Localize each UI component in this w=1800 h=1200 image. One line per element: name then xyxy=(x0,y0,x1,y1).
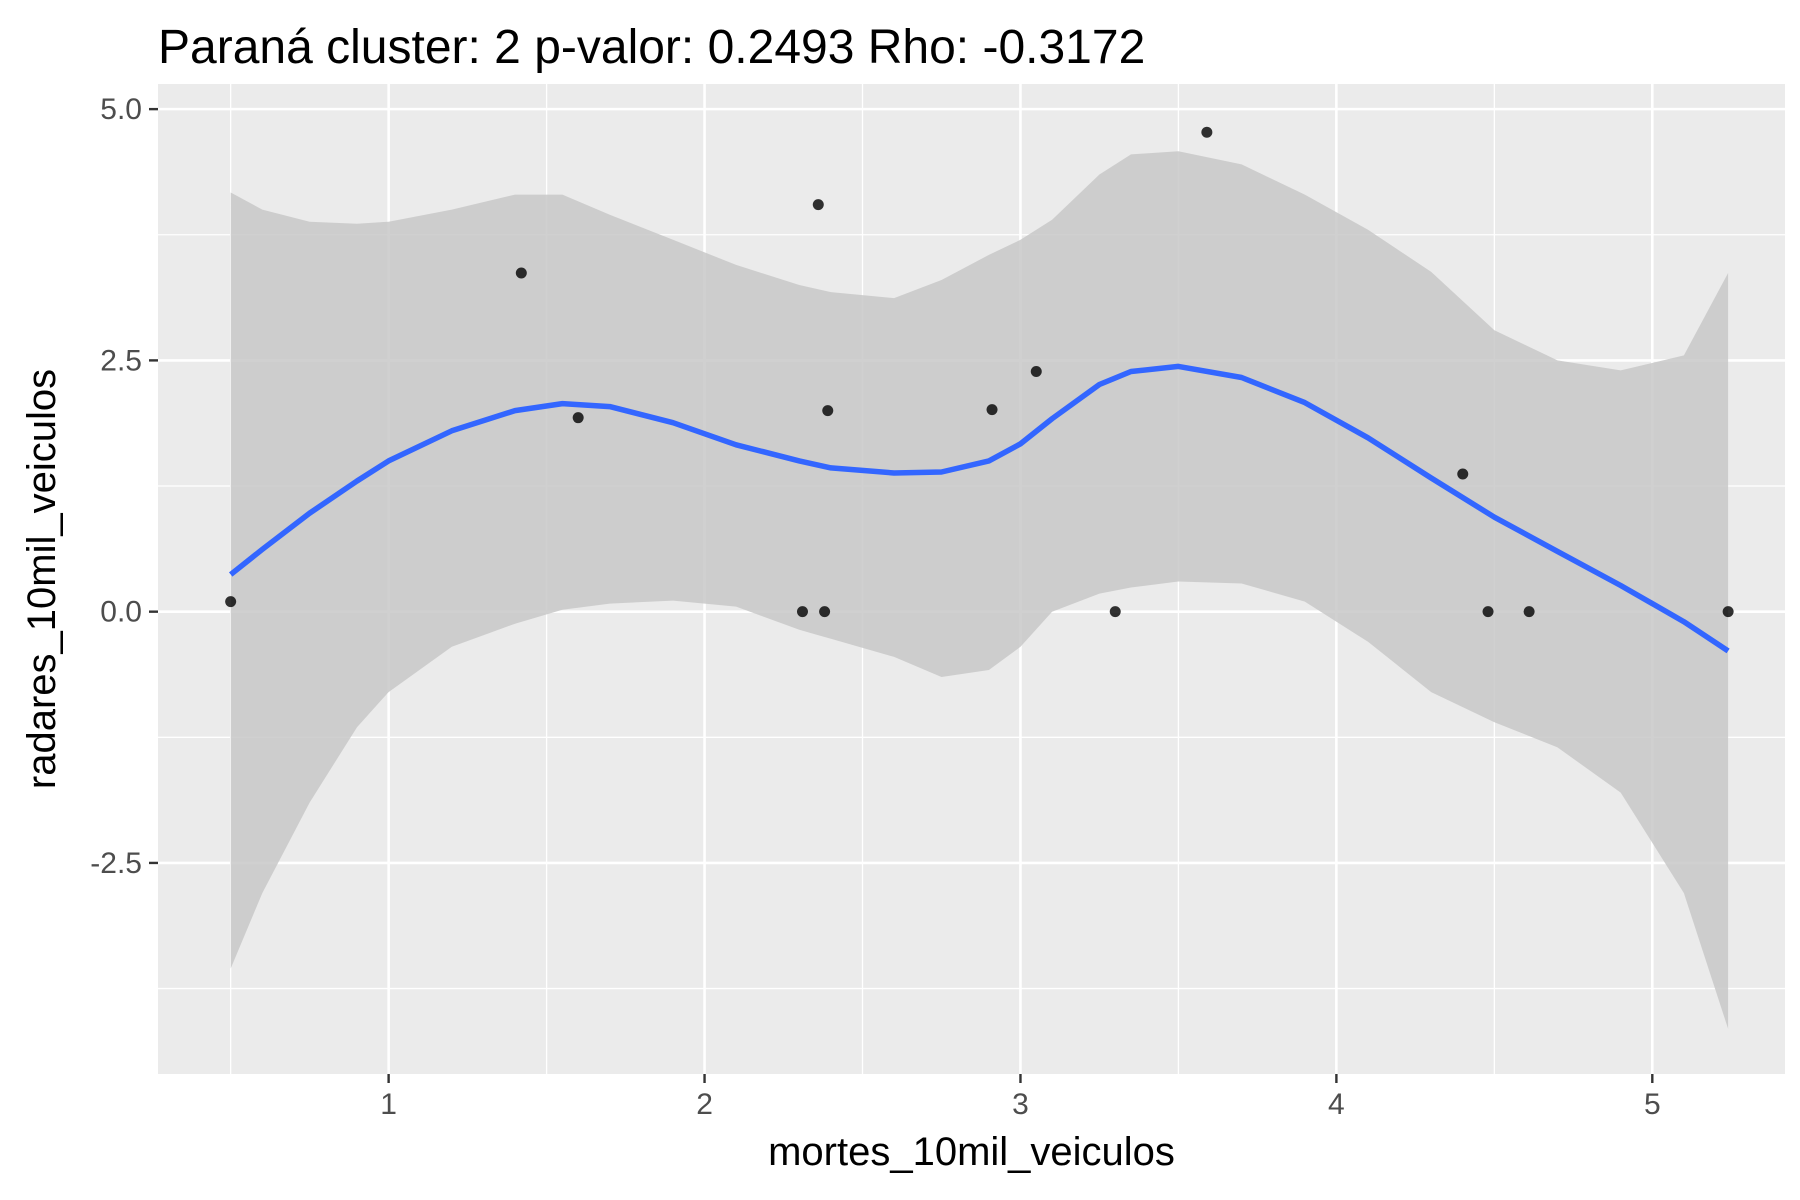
x-axis-title: mortes_10mil_veiculos xyxy=(768,1130,1175,1174)
points-layer xyxy=(225,126,1734,618)
x-tick-label: 4 xyxy=(1328,1088,1345,1121)
y-tick-label: 2.5 xyxy=(100,344,142,377)
data-point xyxy=(796,606,808,618)
confidence-band xyxy=(230,151,1729,1029)
y-tick-label: 5.0 xyxy=(100,93,142,126)
y-axis: -2.5 0.0 2.5 5.0 xyxy=(90,93,158,880)
data-point xyxy=(515,267,527,279)
smooth-line-layer xyxy=(228,363,1730,654)
data-point xyxy=(1030,365,1042,377)
x-tick-label: 5 xyxy=(1644,1088,1661,1121)
data-point xyxy=(812,199,824,211)
y-axis-title: radares_10mil_veiculos xyxy=(20,369,64,789)
y-tick-label: 0.0 xyxy=(100,596,142,629)
data-point xyxy=(1482,606,1494,618)
smooth-line xyxy=(228,363,1730,654)
data-point xyxy=(1722,606,1734,618)
data-point xyxy=(225,596,237,608)
data-point xyxy=(1523,606,1535,618)
confidence-band-layer xyxy=(230,151,1729,1029)
data-point xyxy=(822,405,834,417)
chart-title: Paraná cluster: 2 p-valor: 0.2493 Rho: -… xyxy=(158,21,1145,74)
x-tick-label: 1 xyxy=(380,1088,397,1121)
data-point xyxy=(986,404,998,416)
data-point xyxy=(819,606,831,618)
data-point xyxy=(1109,606,1121,618)
data-point xyxy=(1457,468,1469,480)
x-axis: 1 2 3 4 5 xyxy=(380,1074,1661,1121)
data-point xyxy=(572,412,584,424)
x-tick-label: 2 xyxy=(696,1088,713,1121)
x-tick-label: 3 xyxy=(1012,1088,1029,1121)
data-point xyxy=(1201,126,1213,138)
y-tick-label: -2.5 xyxy=(90,847,142,880)
